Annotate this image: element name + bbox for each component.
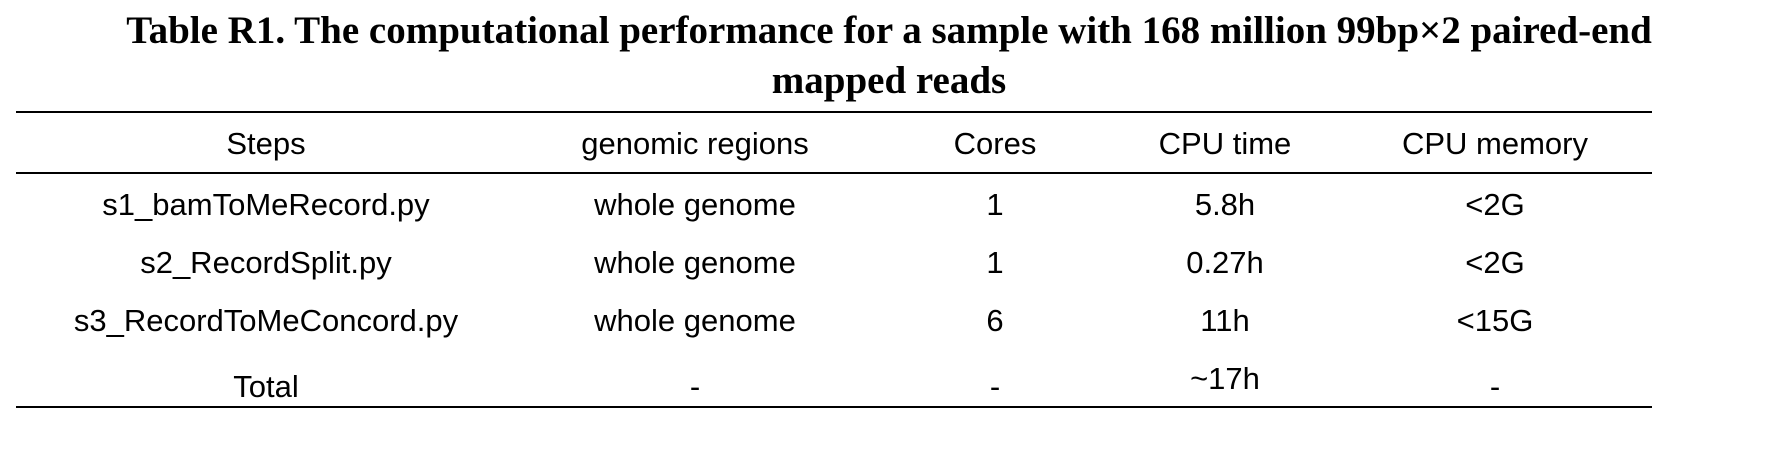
column-header-cpu-time: CPU time bbox=[1158, 126, 1292, 161]
table-cell-step: s3_RecordToMeConcord.py bbox=[73, 303, 459, 338]
table-cell-cores: 6 bbox=[986, 303, 1004, 338]
column-header-genomic-regions: genomic regions bbox=[581, 126, 809, 161]
table-caption-line1: Table R1. The computational performance … bbox=[126, 9, 1652, 52]
table-cell-step: s1_bamToMeRecord.py bbox=[102, 187, 430, 222]
table-cell-genomic-region: whole genome bbox=[594, 303, 796, 338]
table-cell-cpu-memory: <2G bbox=[1465, 245, 1525, 280]
column-header-cores: Cores bbox=[953, 126, 1037, 161]
table-cell-cpu-time: 11h bbox=[1200, 303, 1250, 338]
table-cell-total-cores: - bbox=[989, 369, 1001, 404]
table-cell-total-cpu-memory: - bbox=[1489, 369, 1501, 404]
table-cell-genomic-region: whole genome bbox=[594, 245, 796, 280]
column-header-cpu-memory: CPU memory bbox=[1401, 126, 1588, 161]
table-bottom-rule bbox=[16, 406, 1652, 408]
table-cell-cpu-time: 5.8h bbox=[1194, 187, 1256, 222]
table-cell-cpu-memory: <15G bbox=[1456, 303, 1534, 338]
table-cell-cores: 1 bbox=[986, 245, 1004, 280]
table-cell-total-genomic-region: - bbox=[689, 369, 701, 404]
table-caption-line2: mapped reads bbox=[771, 59, 1007, 102]
table-cell-cpu-memory: <2G bbox=[1465, 187, 1525, 222]
table-cell-total-cpu-time: ~17h bbox=[1190, 361, 1260, 396]
table-cell-cores: 1 bbox=[986, 187, 1004, 222]
table-caption: Table R1. The computational performance … bbox=[0, 6, 1778, 106]
table-top-rule bbox=[16, 111, 1652, 113]
table-cell-cpu-time: 0.27h bbox=[1186, 245, 1264, 280]
table-cell-total-label: Total bbox=[233, 369, 299, 404]
table-header-rule bbox=[16, 172, 1652, 174]
table-cell-step: s2_RecordSplit.py bbox=[140, 245, 392, 280]
column-header-steps: Steps bbox=[226, 126, 306, 161]
table-cell-genomic-region: whole genome bbox=[594, 187, 796, 222]
